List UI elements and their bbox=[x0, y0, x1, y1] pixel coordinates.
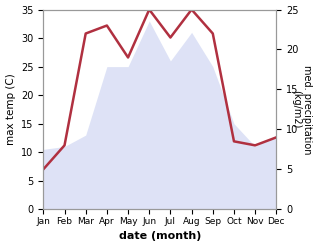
X-axis label: date (month): date (month) bbox=[119, 231, 201, 242]
Y-axis label: max temp (C): max temp (C) bbox=[5, 74, 16, 145]
Y-axis label: med. precipitation
(kg/m2): med. precipitation (kg/m2) bbox=[291, 65, 313, 154]
